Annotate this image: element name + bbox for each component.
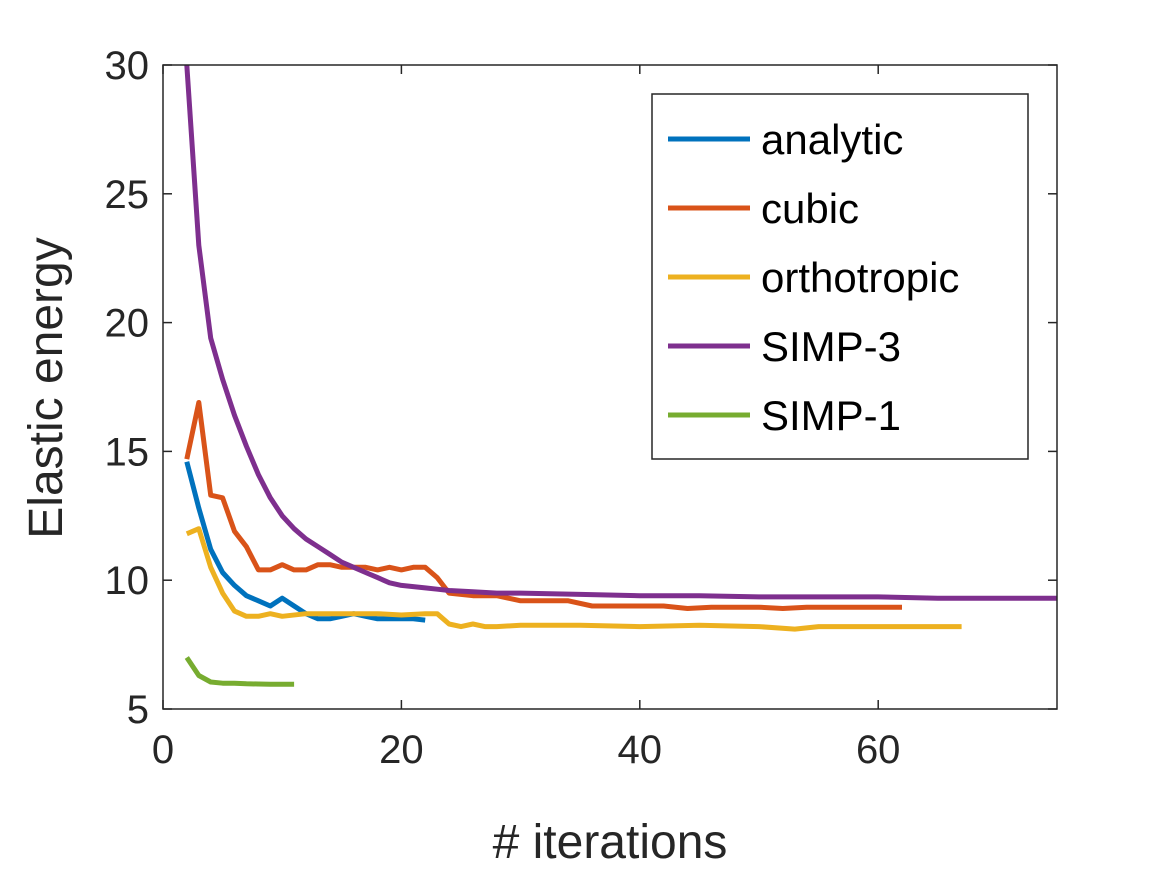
x-axis-label: # iterations	[493, 816, 728, 869]
y-tick-label: 10	[105, 559, 150, 603]
series-group	[184, 65, 1057, 687]
legend-label-orthotropic: orthotropic	[761, 254, 959, 301]
x-tick-label: 40	[618, 728, 663, 772]
x-tick-label: 20	[379, 728, 424, 772]
series-line-simp-1	[184, 656, 295, 687]
legend: analytic cubic orthotropic SIMP-3 SIMP-1	[651, 93, 1029, 460]
y-tick-label: 20	[105, 302, 150, 346]
legend-label-simp-1: SIMP-1	[761, 392, 901, 439]
axes-group: 0 20 40 60 5 10 15 20 25 30	[105, 44, 1058, 772]
y-tick-label: 15	[105, 430, 150, 474]
axes-box	[162, 64, 1058, 710]
legend-label-analytic: analytic	[761, 116, 903, 163]
x-tick-label: 0	[152, 728, 174, 772]
x-tick-label: 60	[856, 728, 901, 772]
y-axis-label: Elastic energy	[20, 237, 73, 538]
y-tick-label: 30	[105, 44, 150, 88]
series-line-cubic	[184, 400, 902, 611]
legend-label-simp-3: SIMP-3	[761, 323, 901, 370]
series-line-orthotropic	[185, 526, 962, 632]
y-tick-label: 25	[105, 173, 150, 217]
legend-label-cubic: cubic	[761, 185, 859, 232]
y-tick-label: 5	[127, 688, 149, 732]
series-line-simp-3	[184, 65, 1057, 601]
